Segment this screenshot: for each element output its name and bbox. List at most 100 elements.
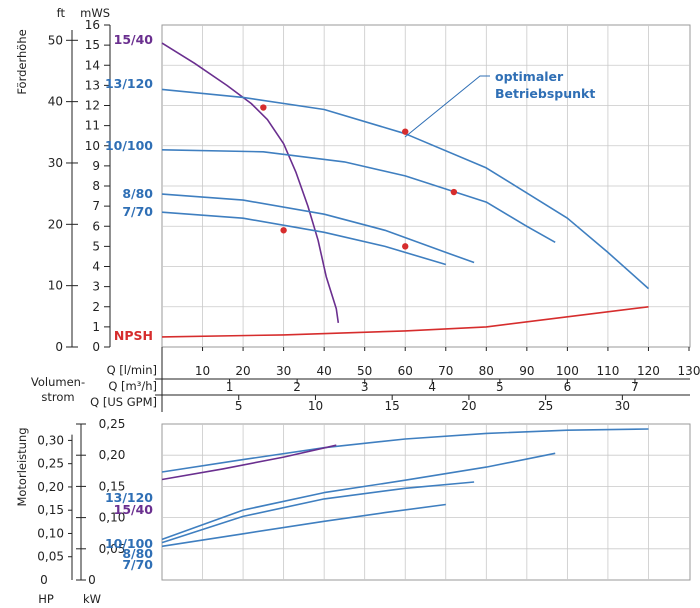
annotation-text-line2: Betriebspunkt [495,86,595,101]
head-curve-13-120 [161,88,650,290]
mws-tick-label: 11 [85,119,100,133]
m3h-tick-label: 4 [428,380,436,394]
head-curves: 15/40 13/120 10/100 8/80 7/70 NPSH [105,32,650,343]
mws-tick-label: 15 [85,38,100,52]
mws-tick-label: 12 [85,99,100,113]
mws-tick-label: 14 [85,58,100,72]
mws-tick-label: 3 [92,280,100,294]
power-curve-label: 13/120 [105,490,153,505]
x-label-q-m3h: Q [m³/h] [108,379,157,393]
power-curve-15-40 [161,444,337,481]
lmin-tick-label: 20 [235,364,250,378]
power-right-unit: kW [83,592,101,606]
mws-tick-label: 13 [85,78,100,92]
bep-dot [402,128,409,135]
mws-tick-label: 6 [92,219,100,233]
m3h-tick-label: 6 [564,380,572,394]
mws-tick-label: 9 [92,159,100,173]
head-curve-npsh [161,306,649,338]
power-chart-frame [161,423,691,581]
power-curve-label: 8/80 [122,546,153,561]
mws-tick-label: 0 [92,340,100,354]
mws-tick-label: 1 [92,320,100,334]
mws-tick-label: 10 [85,139,100,153]
kw-tick-label: 0,20 [99,448,126,462]
annotation-leader [404,75,490,138]
hp-tick-label: 0,20 [37,480,64,494]
lmin-tick-label: 80 [479,364,494,378]
ft-tick-label: 0 [55,340,63,354]
lmin-tick-label: 60 [398,364,413,378]
mws-tick-label: 7 [92,199,100,213]
gpm-tick-label: 25 [538,399,553,413]
ft-tick-label: 20 [48,217,63,231]
x-label-q-lmin: Q [l/min] [107,363,157,377]
m3h-tick-label: 3 [361,380,369,394]
head-curve-15-40 [161,42,340,324]
hp-tick-label: 0,05 [37,550,64,564]
power-curve-8-80 [161,481,475,544]
lmin-tick-label: 130 [678,364,700,378]
axes-text: ft mWS Förderhöhe Motorleistung HP kW Q … [15,6,595,606]
head-curve-label: 15/40 [114,32,154,47]
hp-tick-label: 0,10 [37,526,64,540]
head-curve-label: 13/120 [105,76,153,91]
power-curve-13-120 [161,428,649,473]
lmin-tick-label: 40 [317,364,332,378]
volumenstrom-line: strom [41,390,74,404]
mws-tick-label: 4 [92,260,100,274]
bep-dot [450,188,458,196]
bep-dot [402,243,409,250]
lmin-tick-label: 90 [519,364,534,378]
mws-tick-label: 8 [92,179,100,193]
lmin-tick-label: 120 [637,364,660,378]
ft-tick-label: 10 [48,279,63,293]
hp-tick-label: 0,30 [37,433,64,447]
ft-tick-label: 30 [48,156,63,170]
bep-dot [280,227,287,234]
head-curve-8-80 [161,193,475,264]
hp-tick-label: 0,25 [37,457,64,471]
power-left-unit: HP [38,592,54,606]
head-curve-label: 7/70 [122,204,153,219]
power-curve-7-70 [161,503,446,548]
head-left-unit: ft [57,6,66,20]
x-label-volumenstrom: Volumen-strom [31,375,85,404]
m3h-tick-label: 7 [631,380,639,394]
power-curve-label: 10/100 [105,536,153,551]
gpm-tick-label: 10 [308,399,323,413]
power-chart-grid: 0 0,05 0,10 0,15 0,20 0,25 0 0,05 0,10 0,15 0,20 0,… [37,417,691,587]
kw-tick-label: 0,10 [99,511,126,525]
power-ylabel: Motorleistung [15,427,29,506]
lmin-tick-label: 10 [195,364,210,378]
power-curve-label: 15/40 [114,502,154,517]
head-right-unit: mWS [80,6,110,20]
lmin-tick-label: 50 [357,364,372,378]
kw-tick-label: 0,05 [99,542,126,556]
head-ylabel: Förderhöhe [15,29,29,94]
annotation-text-line1: optimaler [495,69,564,84]
m3h-tick-label: 1 [226,380,234,394]
head-curve-label: 10/100 [105,138,153,153]
m3h-tick-label: 2 [293,380,301,394]
kw-tick-label: 0,25 [99,417,126,431]
gpm-tick-label: 20 [461,399,476,413]
gpm-tick-label: 30 [615,399,630,413]
x-label-q-gpm: Q [US GPM] [90,395,157,409]
m3h-tick-label: 5 [496,380,504,394]
kw-tick-label: 0 [88,573,96,587]
mws-tick-label: 5 [92,239,100,253]
ft-tick-label: 50 [48,33,63,47]
lmin-tick-label: 70 [438,364,453,378]
head-curve-10-100 [161,149,556,243]
volumenstrom-line: Volumen- [31,375,85,389]
head-curve-label: NPSH [114,328,153,343]
gpm-tick-label: 15 [385,399,400,413]
bep-dot [260,104,267,111]
power-curve-10-100 [161,452,556,541]
power-curve-label: 7/70 [122,557,153,572]
kw-tick-label: 0,15 [99,479,126,493]
